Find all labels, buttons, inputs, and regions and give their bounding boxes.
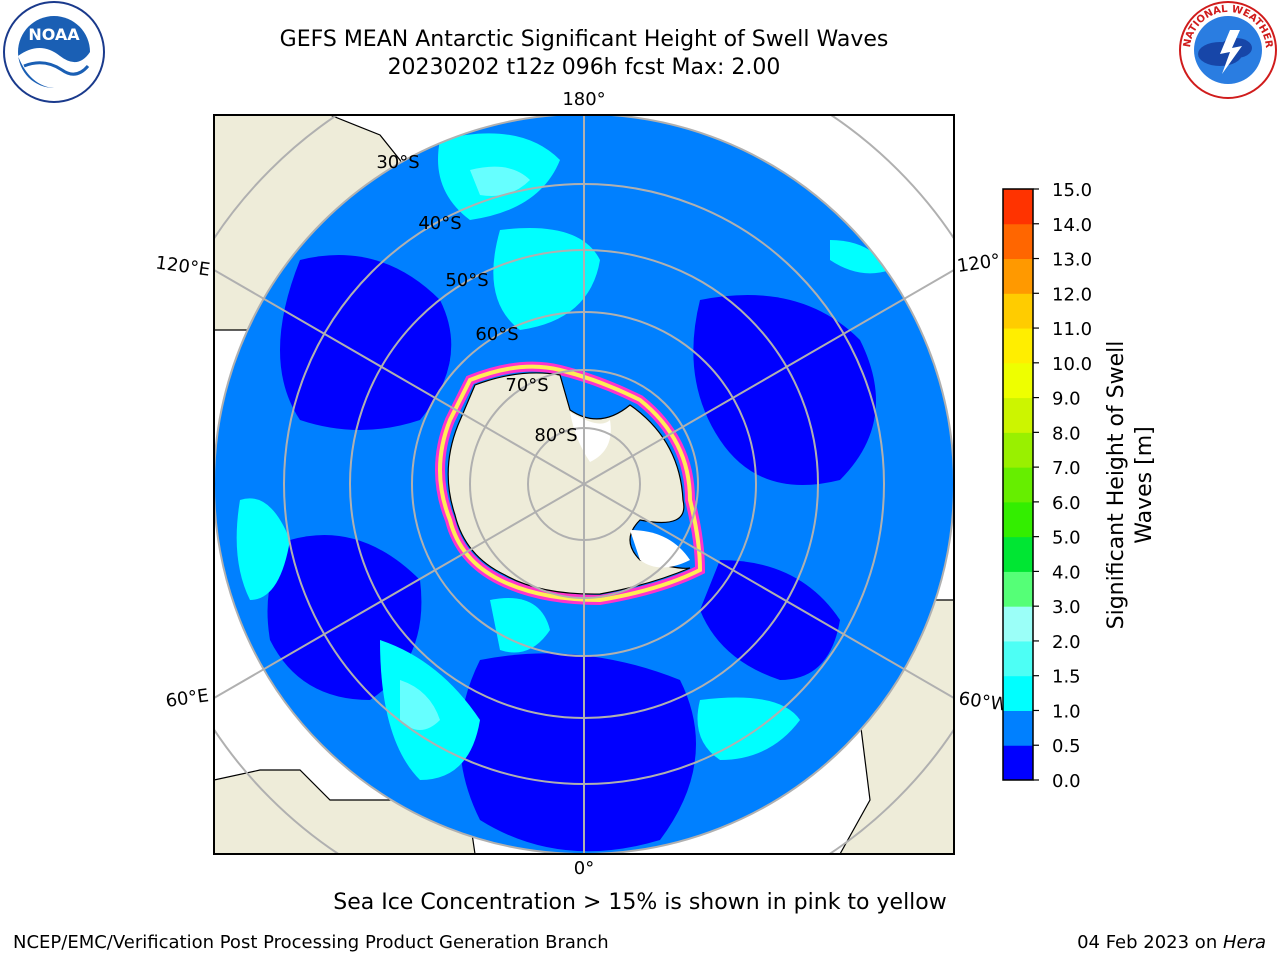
swell-patch [460, 653, 696, 852]
map-frame [213, 114, 955, 855]
chart-subtitle: 20230202 t12z 096h fcst Max: 2.00 [387, 55, 781, 80]
lon-label: 180° [562, 89, 605, 110]
colorbar-segment [1003, 675, 1033, 711]
lon-label: 120° [956, 250, 1002, 277]
swell-patch [697, 697, 800, 760]
ice-shelf-ross [570, 412, 611, 462]
colorbar-tick-label: 8.0 [1052, 423, 1081, 444]
colorbar-frame [1002, 188, 1034, 781]
lon-label: 120°E [154, 252, 211, 280]
colorbar-tick-label: 13.0 [1052, 250, 1092, 271]
noaa-logo-text: NOAA [28, 25, 80, 44]
colorbar-segment [1003, 745, 1033, 781]
nws-logo: NATIONAL WEATHER SERVICE [1176, 0, 1277, 99]
lat-label: 50°S [445, 270, 488, 291]
colorbar-tick-label: 15.0 [1052, 180, 1092, 201]
colorbar-tick-label: 0.0 [1052, 771, 1081, 792]
colorbar: 0.0 0.5 1.0 1.5 2.0 3.0 4.0 5.0 6.0 7.0 8.0 9.0 10.0… [1002, 180, 1092, 792]
lon-label: 0° [574, 858, 594, 879]
colorbar-tick-label: 11.0 [1052, 319, 1092, 340]
colorbar-tick-label: 4.0 [1052, 562, 1081, 583]
swell-patch [400, 680, 440, 730]
swell-patch [470, 166, 530, 196]
swell-patch [700, 560, 840, 680]
colorbar-segment [1003, 501, 1033, 538]
colorbar-label-line2: Waves [m] [1132, 426, 1157, 543]
footer-date: 04 Feb 2023 on Hera [1077, 932, 1266, 953]
colorbar-tick-label: 3.0 [1052, 597, 1081, 618]
swell-patch [236, 498, 290, 600]
colorbar-tick-label: 14.0 [1052, 215, 1092, 236]
sea-ice-inner [438, 364, 703, 603]
colorbar-segment [1003, 293, 1033, 329]
lat-label: 40°S [418, 213, 461, 234]
lat-label: 30°S [376, 152, 419, 173]
colorbar-tick-label: 1.5 [1052, 667, 1081, 688]
swell-patch [490, 598, 550, 653]
colorbar-tick-label: 0.5 [1052, 736, 1081, 757]
colorbar-segment [1003, 432, 1033, 468]
colorbar-tick-label: 10.0 [1052, 354, 1092, 375]
colorbar-segment [1003, 536, 1033, 572]
colorbar-segment [1003, 362, 1033, 399]
colorbar-segment [1003, 640, 1033, 677]
lat-label: 70°S [505, 375, 548, 396]
swell-patch [493, 228, 600, 330]
footer-machine: Hera [1222, 932, 1266, 953]
lat-label: 80°S [534, 425, 577, 446]
colorbar-tick-label: 2.0 [1052, 632, 1081, 653]
colorbar-segment [1003, 710, 1033, 746]
lon-label: 60°W [957, 688, 1009, 716]
colorbar-segment [1003, 258, 1033, 294]
graticule [214, 115, 954, 854]
colorbar-tick-label: 12.0 [1052, 284, 1092, 305]
colorbar-segment [1003, 189, 1033, 225]
sea-ice-note: Sea Ice Concentration > 15% is shown in … [333, 890, 947, 915]
colorbar-tick-label: 7.0 [1052, 458, 1081, 479]
swell-patch [830, 240, 890, 274]
colorbar-tick-label: 9.0 [1052, 389, 1081, 410]
colorbar-segment [1003, 397, 1033, 433]
chart-title: GEFS MEAN Antarctic Significant Height o… [279, 27, 889, 52]
colorbar-segment [1003, 328, 1033, 364]
noaa-logo: NOAA [3, 1, 105, 103]
footer-credit: NCEP/EMC/Verification Post Processing Pr… [13, 932, 609, 953]
colorbar-segment [1003, 223, 1033, 260]
colorbar-segment [1003, 606, 1033, 642]
footer-date-text: 04 Feb 2023 on [1077, 932, 1223, 953]
colorbar-tick-label: 6.0 [1052, 493, 1081, 514]
lon-label: 60°E [164, 685, 210, 712]
colorbar-segment [1003, 571, 1033, 607]
colorbar-segment [1003, 467, 1033, 503]
colorbar-label-line1: Significant Height of Swell [1104, 341, 1129, 630]
colorbar-tick-label: 1.0 [1052, 701, 1081, 722]
colorbar-tick-label: 5.0 [1052, 528, 1081, 549]
ice-shelf-weddell [630, 530, 690, 568]
lat-label: 60°S [475, 324, 518, 345]
